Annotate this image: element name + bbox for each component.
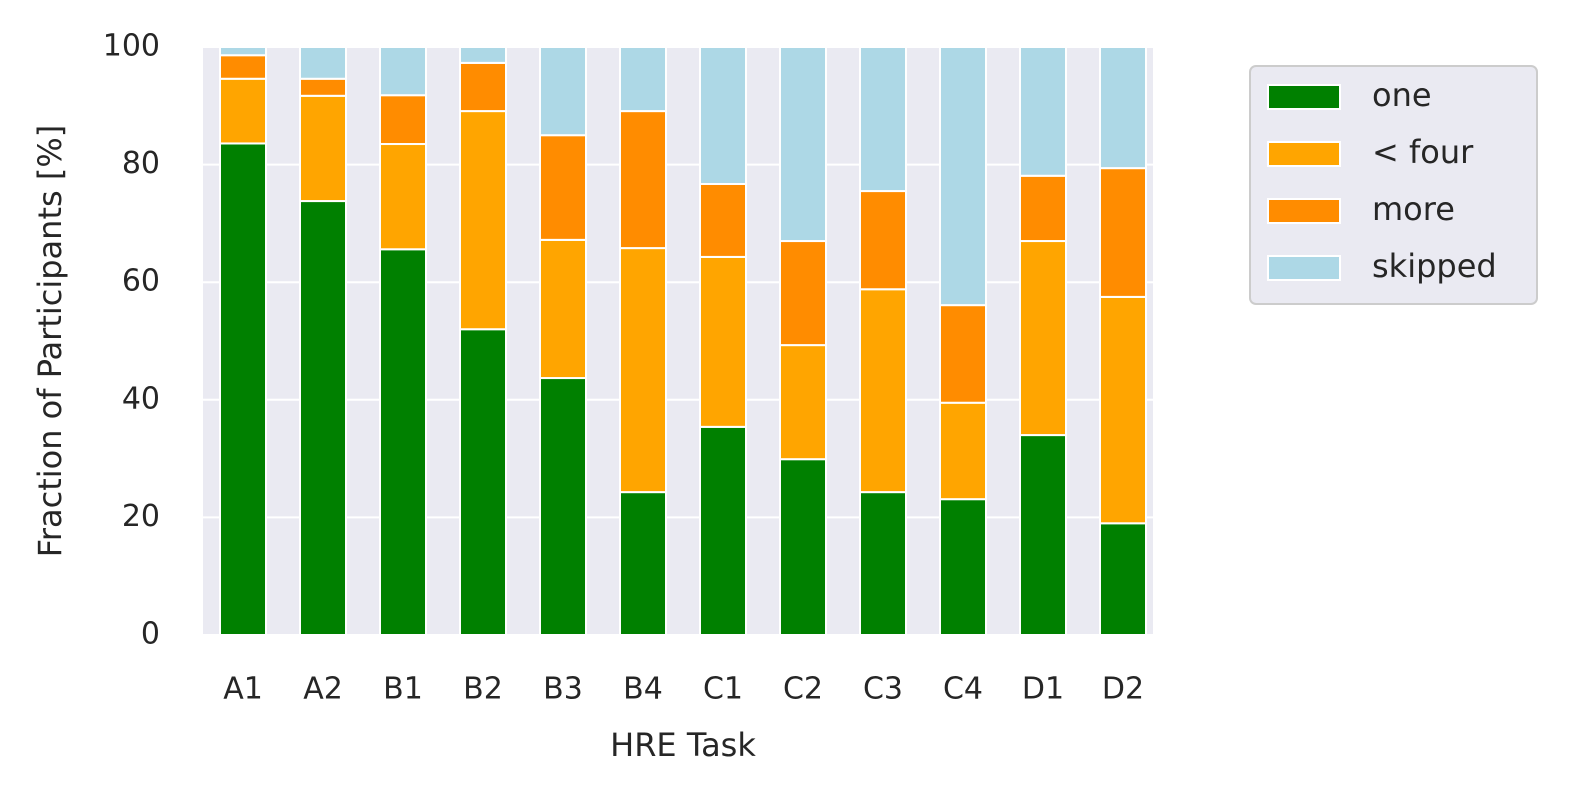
x-tick-label: C4 — [943, 672, 983, 707]
legend-swatch — [1267, 141, 1341, 167]
bar-segment — [539, 46, 587, 137]
bar-segment — [539, 377, 587, 636]
bar-segment — [459, 61, 507, 113]
bar-segment — [459, 328, 507, 636]
x-tick-label: C2 — [783, 672, 823, 707]
bar-segment — [1019, 46, 1067, 177]
x-tick-label: B2 — [463, 672, 503, 707]
bar-segment — [939, 304, 987, 404]
bar-segment — [459, 110, 507, 331]
bar-segment — [1019, 434, 1067, 636]
legend-swatch — [1267, 84, 1341, 110]
bar-segment — [379, 94, 427, 146]
bar-segment — [379, 143, 427, 251]
bar-segment — [379, 46, 427, 97]
bar-segment — [219, 77, 267, 145]
x-tick-label: C3 — [863, 672, 903, 707]
x-axis-title: HRE Task — [610, 726, 756, 764]
bar-segment — [859, 46, 907, 193]
legend-label: one — [1372, 76, 1432, 114]
x-tick-label: D1 — [1022, 672, 1064, 707]
bar-segment — [539, 238, 587, 380]
bar-segment — [859, 190, 907, 291]
bar-segment — [939, 401, 987, 501]
bar-segment — [1099, 46, 1147, 170]
bar-segment — [1099, 295, 1147, 525]
bar-segment — [1099, 522, 1147, 637]
x-tick-label: B1 — [383, 672, 423, 707]
bar-segment — [779, 344, 827, 461]
bar-segment — [939, 498, 987, 636]
y-tick-label: 0 — [141, 617, 160, 652]
x-tick-label: A1 — [223, 672, 263, 707]
bar-segment — [1019, 174, 1067, 243]
legend-swatch — [1267, 198, 1341, 224]
bar-segment — [539, 134, 587, 241]
bar-segment — [699, 425, 747, 636]
bar-segment — [859, 288, 907, 494]
bar-segment — [619, 247, 667, 494]
bar-segment — [619, 491, 667, 636]
bar-segment — [459, 46, 507, 64]
bar-segment — [219, 46, 267, 57]
bar-segment — [699, 255, 747, 428]
x-tick-label: B4 — [623, 672, 663, 707]
bar-segment — [299, 77, 347, 97]
bar-segment — [299, 200, 347, 636]
y-tick-label: 60 — [122, 264, 160, 299]
bar-segment — [299, 94, 347, 203]
y-tick-label: 80 — [122, 146, 160, 181]
legend-label: more — [1372, 190, 1455, 228]
bar-segment — [939, 46, 987, 307]
bar-segment — [859, 491, 907, 636]
legend — [1249, 65, 1538, 305]
bar-segment — [219, 142, 267, 636]
bar-segment — [699, 183, 747, 258]
y-tick-label: 100 — [103, 29, 160, 64]
bar-segment — [619, 110, 667, 250]
plot-background — [203, 47, 1153, 635]
bar-segment — [379, 248, 427, 636]
legend-swatch — [1267, 255, 1341, 281]
bar-segment — [699, 46, 747, 186]
y-axis-title: Fraction of Participants [%] — [31, 125, 69, 557]
bar-segment — [1099, 167, 1147, 298]
bar-segment — [779, 240, 827, 347]
bar-segment — [779, 458, 827, 636]
bar-segment — [1019, 240, 1067, 437]
x-tick-label: D2 — [1102, 672, 1144, 707]
x-tick-label: B3 — [543, 672, 583, 707]
legend-label: < four — [1372, 133, 1474, 171]
bar-segment — [779, 46, 827, 243]
x-tick-label: C1 — [703, 672, 743, 707]
bar-segment — [299, 46, 347, 80]
bar-segment — [619, 46, 667, 113]
legend-label: skipped — [1372, 247, 1497, 285]
x-tick-label: A2 — [303, 672, 343, 707]
bar-segment — [219, 54, 267, 80]
y-tick-label: 40 — [122, 381, 160, 416]
y-tick-label: 20 — [122, 499, 160, 534]
